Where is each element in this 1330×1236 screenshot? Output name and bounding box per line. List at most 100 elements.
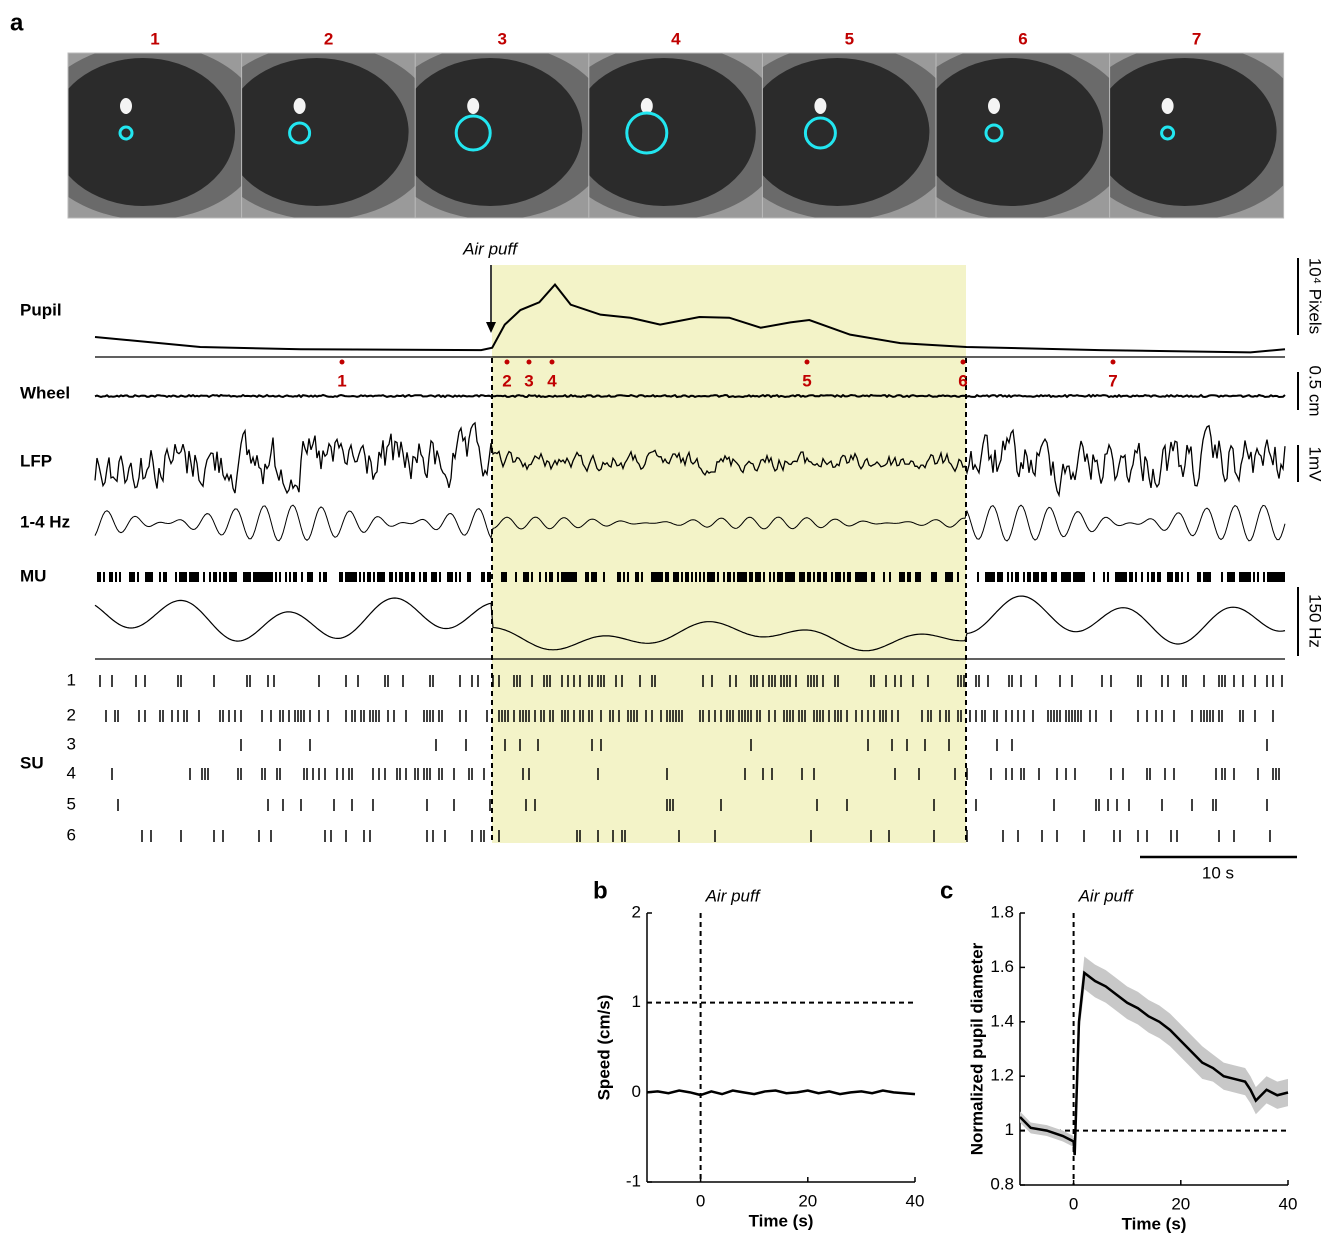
y-tick-label: 0 — [632, 1082, 641, 1101]
mu-spike — [817, 572, 819, 582]
mu-spike — [909, 572, 911, 582]
mu-spike — [501, 572, 503, 582]
mu-spike — [1279, 572, 1281, 582]
mu-spike — [759, 572, 761, 582]
glint — [293, 98, 306, 114]
mu-spike — [691, 572, 693, 582]
mu-spike — [469, 572, 471, 582]
mu-spike — [293, 572, 295, 582]
mu-spike — [999, 572, 1001, 582]
mu-spike — [1077, 572, 1079, 582]
mu-spike — [339, 572, 341, 582]
mu-spike — [97, 572, 99, 582]
mu-spike — [1221, 572, 1223, 582]
mu-spike — [591, 572, 593, 582]
mu-spike — [1119, 572, 1121, 582]
mu-spike — [271, 572, 273, 582]
mu-spike — [1121, 572, 1123, 582]
mu-spike — [665, 572, 667, 582]
mu-spike — [889, 572, 891, 582]
mu-spike — [907, 572, 909, 582]
marker-label: 5 — [802, 371, 811, 390]
mu-spike — [231, 572, 233, 582]
arrow-head — [486, 322, 496, 333]
marker-label: 2 — [502, 371, 511, 390]
mu-spike — [1129, 572, 1131, 582]
mu-spike — [661, 572, 663, 582]
mu-spike — [1243, 572, 1245, 582]
mu-spike — [573, 572, 575, 582]
mu-spike — [1045, 572, 1047, 582]
mu-spike — [433, 572, 435, 582]
mu-spike — [233, 572, 235, 582]
mu-spike — [1033, 572, 1035, 582]
mu-spike — [193, 572, 195, 582]
mu-spike — [1147, 572, 1149, 582]
mu-spike — [431, 572, 433, 582]
mu-spike — [915, 572, 917, 582]
mu-spike — [369, 572, 371, 582]
mu-spike — [989, 572, 991, 582]
pupil-trace — [94, 283, 1286, 354]
mu-spike — [129, 572, 131, 582]
mu-spike — [789, 572, 791, 582]
glint — [640, 98, 653, 114]
frame-number: 4 — [671, 29, 681, 48]
mu-spike — [1037, 572, 1039, 582]
mu-spike — [1107, 572, 1109, 582]
mu-spike — [1205, 572, 1207, 582]
mu-spike — [247, 572, 249, 582]
mu-spike — [1281, 572, 1283, 582]
mu-spike — [1159, 572, 1161, 582]
mu-spike — [145, 572, 147, 582]
mu-spike — [1209, 572, 1211, 582]
mu-spike — [1125, 572, 1127, 582]
iris — [68, 58, 235, 206]
mu-spike — [319, 572, 321, 582]
glint — [1161, 98, 1174, 114]
mu-spike — [657, 572, 659, 582]
mu-spike — [137, 572, 139, 582]
mu-spike — [1229, 572, 1231, 582]
air-puff-label: Air puff — [462, 239, 519, 258]
mu-spike — [1181, 572, 1183, 582]
mu-spike — [311, 572, 313, 582]
marker-label: 7 — [1108, 371, 1117, 390]
mu-spike — [1053, 572, 1055, 582]
mu-spike — [773, 572, 775, 582]
mu-spike — [1073, 572, 1075, 582]
mu-spike — [1023, 572, 1025, 582]
mu-spike — [215, 572, 217, 582]
mu-spike — [993, 572, 995, 582]
mu-spike — [1277, 572, 1279, 582]
mu-spike — [267, 572, 269, 582]
mu-spike — [985, 572, 987, 582]
mu-spike — [779, 572, 781, 582]
wheel-trace — [94, 393, 1286, 399]
mu-spike — [245, 572, 247, 582]
mu-spike — [623, 572, 625, 582]
mu-spike — [183, 572, 185, 582]
frame-marker — [804, 359, 810, 365]
mu-spike — [1135, 572, 1137, 582]
mu-spike — [807, 572, 809, 582]
mean-trace — [646, 1089, 916, 1097]
mu-spike — [1197, 572, 1199, 582]
mu-spike — [681, 572, 683, 582]
mu-spike — [1207, 572, 1209, 582]
mu-spike — [1081, 572, 1083, 582]
mu-spike — [791, 572, 793, 582]
mu-spike — [341, 572, 343, 582]
mu-spike — [1123, 572, 1125, 582]
mu-spike — [131, 572, 133, 582]
y-tick-label: 1.8 — [990, 902, 1014, 921]
mu-spike — [919, 572, 921, 582]
mu-spike — [635, 572, 637, 582]
mu-spike — [749, 572, 751, 582]
mu-spike — [687, 572, 689, 582]
y-tick-label: 1.6 — [990, 957, 1014, 976]
mu-rate-trace — [94, 595, 1286, 652]
x-axis-label: Time (s) — [749, 1211, 814, 1230]
mu-spike — [569, 572, 571, 582]
mean-trace — [1019, 970, 1289, 1156]
